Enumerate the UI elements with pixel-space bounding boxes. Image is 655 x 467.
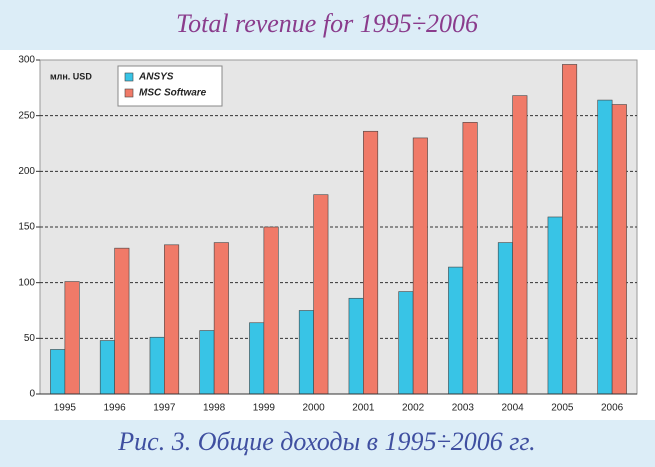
- legend-swatch: [124, 72, 134, 82]
- bar: [611, 104, 627, 395]
- legend-label: ANSYS: [138, 72, 174, 83]
- bar: [547, 216, 563, 395]
- x-tick-label: 1998: [203, 403, 226, 414]
- bar: [114, 247, 130, 395]
- caption: Рис. 3. Общие доходы в 1995÷2006 гг.: [117, 427, 535, 456]
- bar: [348, 297, 364, 395]
- bar: [164, 244, 180, 395]
- bar: [263, 226, 279, 395]
- x-tick-label: 2000: [303, 403, 326, 414]
- bar: [99, 340, 115, 395]
- bar: [149, 336, 165, 395]
- x-tick-label: 2002: [402, 403, 425, 414]
- bar: [562, 64, 578, 395]
- bar: [213, 242, 229, 395]
- y-tick-label: 250: [18, 110, 35, 121]
- bar: [512, 95, 528, 395]
- bar: [249, 322, 265, 395]
- x-tick-label: 1996: [104, 403, 127, 414]
- bar: [298, 310, 314, 395]
- bar: [363, 130, 379, 395]
- bar: [597, 99, 613, 395]
- x-tick-label: 2001: [352, 403, 375, 414]
- y-tick-label: 150: [18, 222, 35, 233]
- x-tick-label: 2006: [601, 403, 624, 414]
- chart-title: Total revenue for 1995÷2006: [176, 9, 478, 38]
- y-tick-label: 200: [18, 166, 35, 177]
- bar: [50, 349, 66, 395]
- bar: [64, 281, 80, 395]
- bar: [199, 330, 215, 395]
- legend-swatch: [124, 88, 134, 98]
- bar: [313, 194, 329, 395]
- bar: [412, 137, 428, 395]
- x-tick-label: 1997: [153, 403, 176, 414]
- y-tick-label: 300: [18, 55, 35, 66]
- bar: [448, 266, 464, 395]
- legend-box: [117, 65, 223, 107]
- x-tick-label: 2005: [551, 403, 574, 414]
- x-tick-label: 2004: [502, 403, 525, 414]
- y-tick-label: 0: [29, 389, 35, 400]
- y-tick-label: 100: [18, 277, 35, 288]
- x-tick-label: 1995: [54, 403, 77, 414]
- bar: [398, 291, 414, 395]
- bar: [462, 122, 478, 395]
- x-tick-label: 2003: [452, 403, 475, 414]
- y-axis-label: млн. USD: [50, 71, 92, 81]
- x-tick-label: 1999: [253, 403, 276, 414]
- y-tick-label: 50: [24, 333, 36, 344]
- bar: [497, 242, 513, 395]
- legend-label: MSC Software: [139, 88, 207, 99]
